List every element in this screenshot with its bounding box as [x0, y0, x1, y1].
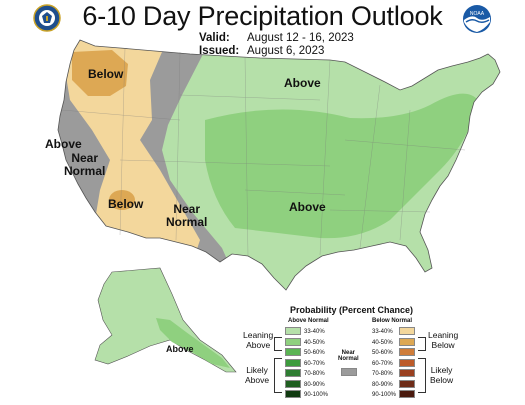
legend-leaning-above: Leaning Above — [243, 330, 274, 350]
swatch-above-5 — [285, 369, 301, 377]
commerce-seal-icon — [33, 4, 61, 32]
label-below-southwest: Below — [108, 197, 144, 211]
alaska-map — [94, 267, 237, 373]
swatch-below-7 — [399, 390, 415, 398]
valid-label: Valid: — [199, 32, 230, 44]
swatch-below-2 — [399, 338, 415, 346]
swatch-below-3 — [399, 348, 415, 356]
legend-below-range-2: 40-50% — [372, 340, 393, 346]
legend-below-range-3: 50-60% — [372, 350, 393, 356]
legend-title: Probability (Percent Chance) — [290, 305, 414, 315]
legend-below-range-7: 90-100% — [372, 392, 397, 398]
legend-near-head: Near Normal — [338, 350, 359, 362]
label-above-west: Above — [45, 137, 82, 151]
legend-likely-above: Likely Above — [245, 365, 270, 385]
legend-below-range-6: 80-90% — [372, 382, 393, 388]
alaska-above-40-50 — [156, 318, 230, 368]
issued-date: August 6, 2023 — [247, 45, 325, 57]
legend-below-range-5: 70-80% — [372, 371, 393, 377]
swatch-above-7 — [285, 390, 301, 398]
label-above-alaska: Above — [166, 344, 194, 354]
legend-leaning-below: Leaning Below — [428, 330, 459, 350]
below-northwest-core — [72, 50, 128, 96]
swatch-above-2 — [285, 338, 301, 346]
label-near-normal-west: Near Normal — [64, 151, 106, 178]
svg-text:NOAA: NOAA — [470, 11, 485, 17]
swatch-below-1 — [399, 327, 415, 335]
swatch-below-4 — [399, 359, 415, 367]
state-borders — [61, 47, 466, 257]
noaa-logo-icon: NOAA — [463, 5, 491, 33]
swatch-above-1 — [285, 327, 301, 335]
legend-above-range-7: 90-100% — [304, 392, 329, 398]
map-title: 6-10 Day Precipitation Outlook — [82, 1, 443, 31]
valid-dates: August 12 - 16, 2023 — [247, 32, 354, 44]
label-above-north: Above — [284, 76, 321, 90]
legend-above-range-1: 33-40% — [304, 329, 325, 335]
swatch-below-6 — [399, 380, 415, 388]
conus-outline — [57, 39, 501, 291]
swatch-above-4 — [285, 359, 301, 367]
legend-above-head: Above Normal — [288, 318, 329, 324]
legend-above-range-6: 80-90% — [304, 382, 325, 388]
legend-above-range-3: 50-60% — [304, 350, 325, 356]
legend-below-range-1: 33-40% — [372, 329, 393, 335]
legend-below-head: Below Normal — [372, 318, 413, 324]
legend-below-range-4: 60-70% — [372, 361, 393, 367]
legend-above-range-4: 60-70% — [304, 361, 325, 367]
leaning-below-region — [60, 40, 200, 270]
above-40-50-region — [205, 93, 478, 239]
swatch-below-5 — [399, 369, 415, 377]
swatch-above-3 — [285, 348, 301, 356]
label-near-normal-south: Near Normal — [166, 202, 208, 229]
legend-above-range-2: 40-50% — [304, 340, 325, 346]
legend-above-range-5: 70-80% — [304, 371, 325, 377]
date-info: Valid: August 12 - 16, 2023 Issued: August… — [199, 32, 354, 58]
below-southwest-core — [109, 190, 135, 210]
label-above-central: Above — [289, 200, 326, 214]
legend-likely-below: Likely Below — [430, 365, 454, 385]
swatch-near-normal — [341, 368, 357, 376]
issued-label: Issued: — [199, 45, 240, 57]
label-below-northwest: Below — [88, 67, 124, 81]
swatch-above-6 — [285, 380, 301, 388]
